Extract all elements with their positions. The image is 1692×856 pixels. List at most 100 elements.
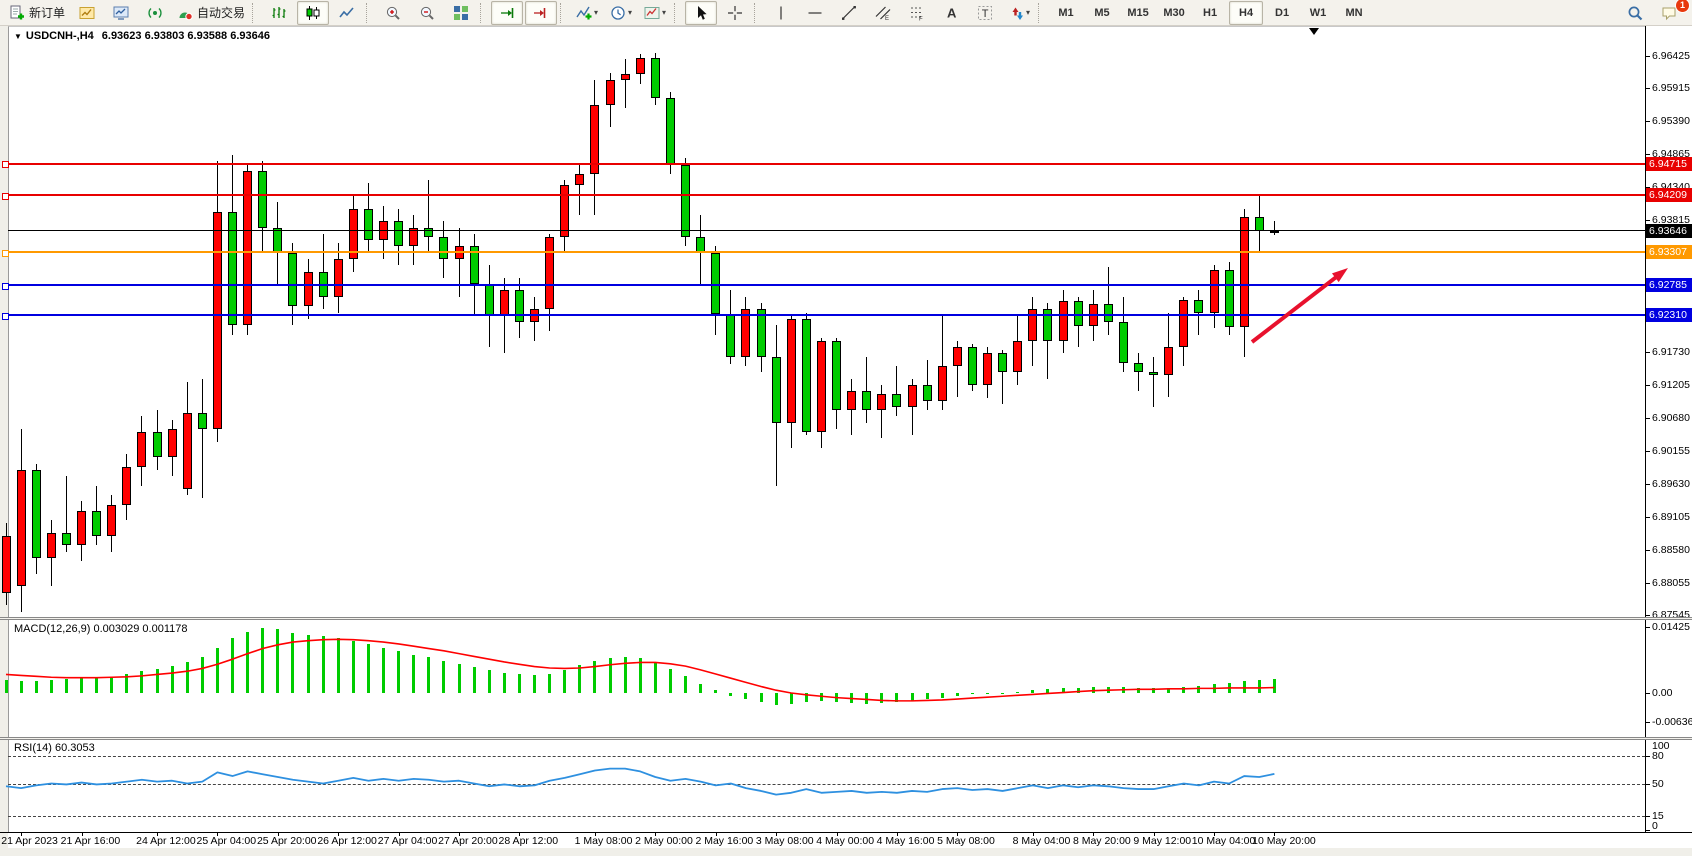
macd-histogram-bar (1242, 680, 1246, 693)
candle (816, 340, 826, 433)
notifications-button[interactable]: 1 (1653, 0, 1690, 25)
cursor-button[interactable] (685, 0, 718, 25)
rsi-axis-tick-mark (1645, 783, 1650, 785)
arrows-button[interactable]: ▾ (1003, 1, 1035, 25)
zoom-in-button[interactable] (377, 1, 409, 25)
candle (756, 309, 766, 357)
candle (228, 211, 237, 326)
time-axis-tick-mark (519, 832, 521, 836)
timeframe-m1-button[interactable]: M1 (1058, 6, 1074, 19)
candle (832, 340, 841, 411)
candlestick-chart-button[interactable] (297, 0, 330, 25)
toolbar-separator (560, 2, 568, 23)
price-level-line[interactable] (8, 162, 1645, 165)
candle (650, 57, 660, 99)
price-level-line[interactable] (8, 284, 1645, 287)
macd-histogram-bar (412, 654, 416, 693)
autotrade-icon (179, 12, 193, 20)
chart-shift-marker-icon[interactable] (1309, 28, 1319, 35)
candle (983, 353, 992, 385)
candle (152, 432, 162, 458)
time-axis-label: 4 May 00:00 (816, 835, 875, 847)
template-icon (644, 6, 660, 19)
text-button[interactable]: A (935, 1, 967, 25)
macd-axis-tick-mark (1645, 626, 1650, 628)
candle-wick (1153, 356, 1155, 407)
signal-green-icon (148, 7, 162, 18)
candle (484, 284, 494, 316)
candle-wick (881, 384, 883, 439)
timeframe-m5-button[interactable]: M5 (1094, 6, 1110, 19)
candle-wick (866, 356, 868, 423)
candle (1028, 309, 1038, 341)
price-line-anchor[interactable] (2, 249, 9, 257)
chart-plot-area[interactable] (8, 26, 1645, 832)
macd-histogram-bar (1121, 687, 1125, 693)
chart-menu-triangle-icon[interactable]: ▼ (14, 32, 22, 41)
horizontal-line-button[interactable] (799, 1, 831, 25)
timeframe-m15-button[interactable]: M15 (1127, 6, 1149, 19)
price-line-anchor[interactable] (2, 192, 9, 200)
macd-histogram-bar (502, 672, 506, 693)
price-level-line[interactable] (8, 251, 1645, 254)
timeframe-h4-button[interactable]: H4 (1229, 0, 1264, 25)
candle (998, 353, 1008, 373)
candle (907, 384, 917, 407)
timeframe-m30-button[interactable]: M30 (1163, 6, 1185, 19)
new-order-button-label: 新订单 (29, 6, 66, 20)
price-line-anchor[interactable] (2, 312, 9, 320)
toolbar-separator (674, 2, 682, 23)
channel-button[interactable]: E (867, 1, 899, 25)
profiles-button[interactable] (105, 1, 137, 25)
time-axis-tick-mark (217, 832, 219, 836)
price-level-line[interactable] (8, 194, 1645, 197)
macd-histogram-bar (684, 676, 687, 693)
indicators-button[interactable]: ▾ (571, 1, 603, 25)
panel-separator-macd[interactable] (0, 617, 1692, 620)
price-axis-tick: 6.88580 (1652, 543, 1690, 556)
tile-windows-button[interactable] (445, 1, 477, 25)
price-axis-tick-mark (1645, 154, 1650, 156)
search-button[interactable] (1619, 1, 1651, 25)
crosshair-button[interactable] (719, 1, 751, 25)
line-chart-button[interactable] (331, 1, 363, 25)
price-line-anchor[interactable] (2, 282, 9, 290)
timeframe-h1-button[interactable]: H1 (1203, 6, 1218, 19)
macd-histogram-bar (321, 636, 325, 693)
price-tag: 6.92785 (1646, 278, 1692, 293)
candle-wick (428, 180, 430, 253)
chart-window[interactable]: ▼ USDCNH-,H4 6.93623 6.93803 6.93588 6.936… (0, 26, 1692, 856)
periods-button[interactable]: ▾ (605, 1, 637, 25)
vertical-line-button[interactable] (765, 1, 797, 25)
bar-chart-button[interactable] (263, 1, 295, 25)
candle (862, 391, 872, 411)
candle-wick (579, 164, 581, 215)
panel-separator-rsi[interactable] (0, 737, 1692, 740)
trendline-button[interactable] (833, 1, 865, 25)
new-chart-button[interactable] (71, 1, 103, 25)
time-axis-tick-mark (338, 832, 340, 836)
timeframe-w1-button[interactable]: W1 (1309, 6, 1327, 19)
new-order-button[interactable]: 新订单 (5, 1, 69, 25)
autotrading-button[interactable]: 自动交易 (173, 1, 249, 25)
candle (620, 73, 630, 80)
timeframe-d1-button[interactable]: D1 (1275, 6, 1290, 19)
fibonacci-button[interactable]: F (901, 1, 933, 25)
zoom-out-button[interactable] (411, 1, 443, 25)
signals-button[interactable] (139, 1, 171, 25)
text-label-button[interactable]: T (969, 1, 1001, 25)
price-level-line[interactable] (8, 314, 1645, 317)
chart-shift-button[interactable] (525, 0, 558, 25)
candle (46, 532, 56, 559)
price-axis-tick-mark (1645, 121, 1650, 123)
timeframe-mn-button[interactable]: MN (1345, 6, 1363, 19)
macd-histogram-bar (1272, 678, 1276, 693)
macd-histogram-bar (1076, 687, 1080, 693)
auto-scroll-button[interactable] (491, 0, 524, 25)
candle (1013, 340, 1023, 373)
price-line-anchor[interactable] (2, 161, 9, 169)
macd-histogram-bar (170, 666, 174, 693)
time-axis-label: 27 Apr 20:00 (438, 835, 498, 847)
time-axis-tick-mark (957, 832, 959, 836)
templates-button[interactable]: ▾ (639, 1, 671, 25)
